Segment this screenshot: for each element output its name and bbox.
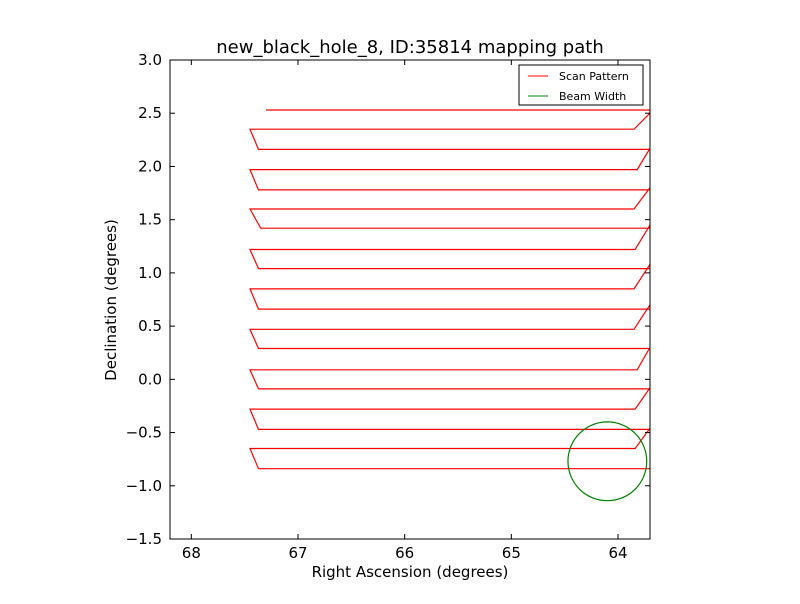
y-axis-label: Declination (degrees) (102, 219, 120, 381)
x-tick-label: 66 (395, 544, 414, 562)
scan-pattern-line (248, 109, 650, 470)
beam-width-circle (567, 421, 648, 502)
y-tick-label: 2.0 (138, 157, 162, 175)
x-tick-label: 64 (608, 544, 627, 562)
y-tick-label: 1.0 (138, 264, 162, 282)
legend: Scan Pattern Beam Width (518, 64, 644, 106)
x-tick-label: 68 (182, 544, 201, 562)
y-axis-ticks: −1.5 −1.0 −0.5 0.0 0.5 1.0 1.5 2.0 2.5 3.0 (126, 51, 650, 548)
legend-box (518, 64, 644, 106)
y-tick-label: −1.5 (126, 530, 162, 548)
y-tick-label: 0.5 (138, 317, 162, 335)
y-tick-label: −1.0 (126, 477, 162, 495)
x-tick-label: 65 (502, 544, 521, 562)
y-tick-label: 1.5 (138, 211, 162, 229)
chart-title: new_black_hole_8, ID:35814 mapping path (216, 37, 603, 58)
x-axis-label: Right Ascension (degrees) (312, 563, 509, 581)
y-tick-label: 3.0 (138, 51, 162, 69)
y-tick-label: 0.0 (138, 370, 162, 388)
y-tick-label: 2.5 (138, 104, 162, 122)
plot-marks (248, 109, 650, 502)
x-tick-label: 67 (288, 544, 307, 562)
y-tick-label: −0.5 (126, 424, 162, 442)
legend-label-scan-pattern: Scan Pattern (559, 70, 629, 83)
plot-frame (169, 59, 651, 540)
legend-label-beam-width: Beam Width (559, 90, 626, 103)
x-axis-ticks: 68 67 66 65 64 (182, 60, 628, 562)
